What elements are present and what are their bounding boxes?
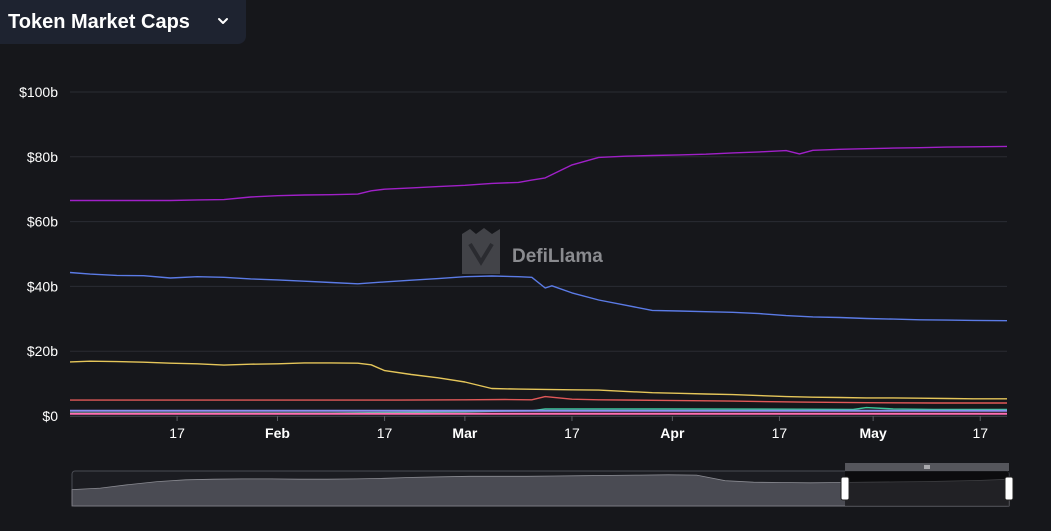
series-line-5	[70, 406, 1007, 414]
y-tick-label: $0	[42, 408, 58, 424]
y-tick-label: $60b	[27, 214, 58, 230]
x-tick-label: 17	[772, 425, 788, 441]
x-tick-label: Apr	[660, 425, 685, 441]
x-tick-label: 17	[564, 425, 580, 441]
series-line-2	[69, 271, 1008, 322]
series-line-4	[70, 395, 1007, 404]
x-tick-label: Feb	[265, 425, 290, 441]
y-tick-label: $40b	[27, 278, 58, 294]
series-lines	[69, 145, 1008, 415]
chevron-down-icon	[218, 18, 228, 24]
chart-title: Token Market Caps	[8, 10, 190, 33]
y-axis: $0 $20b $40b $60b $80b $100b	[19, 84, 58, 424]
watermark-text: DefiLlama	[512, 246, 603, 267]
y-tick-label: $100b	[19, 84, 58, 100]
llama-logo-icon	[462, 228, 500, 274]
overview-selection[interactable]	[845, 471, 1009, 506]
x-tick-label: May	[860, 425, 887, 441]
token-market-caps-selector[interactable]: Token Market Caps	[0, 0, 246, 44]
series-line-1	[70, 145, 1008, 202]
x-tick-label: 17	[972, 425, 988, 441]
x-tick-label: 17	[169, 425, 185, 441]
x-axis: 17 Feb 17 Mar 17 Apr 17 May 17	[70, 416, 1007, 441]
overview-zoom[interactable]	[71, 463, 1014, 507]
overview-resize-handle[interactable]	[1004, 476, 1014, 501]
x-tick-label: Mar	[452, 425, 477, 441]
y-tick-label: $20b	[27, 343, 58, 359]
watermark: DefiLlama	[462, 228, 603, 274]
y-tick-label: $80b	[27, 149, 58, 165]
x-tick-label: 17	[377, 425, 393, 441]
overview-resize-handle[interactable]	[840, 476, 850, 501]
series-line-3	[69, 360, 1007, 400]
